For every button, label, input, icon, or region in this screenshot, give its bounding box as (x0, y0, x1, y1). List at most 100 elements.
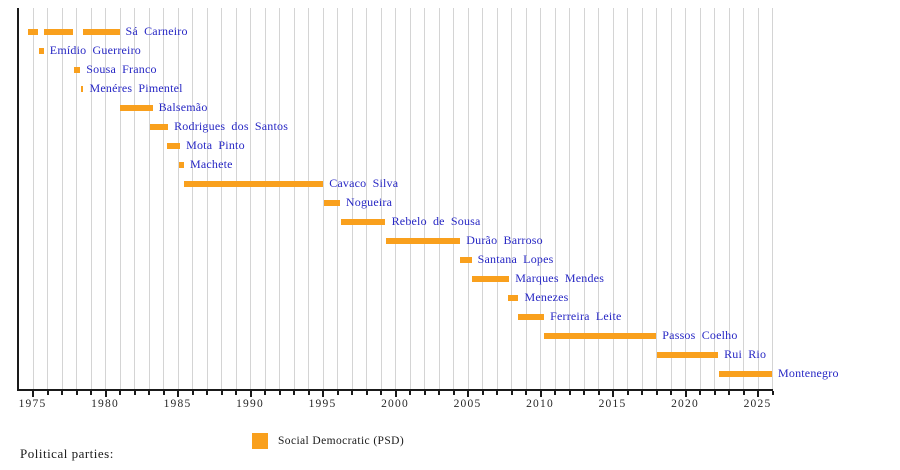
term-bar (44, 28, 74, 35)
minor-tick-2026 (771, 391, 774, 395)
minor-tick-1998 (365, 391, 368, 395)
major-tick-2005 (467, 391, 469, 397)
gridline-year-2019 (670, 8, 672, 389)
legend-heading: Political parties: (20, 446, 114, 461)
x-tick-label-1980: 1980 (91, 398, 119, 410)
x-tick-label-2015: 2015 (598, 398, 627, 410)
minor-tick-1991 (264, 391, 266, 395)
gridline-year-2012 (569, 8, 570, 389)
term-bar (340, 218, 386, 225)
gridline-year-2015 (612, 8, 614, 389)
minor-tick-1993 (293, 391, 295, 395)
gridline-year-2005 (467, 8, 469, 389)
x-tick-label-1975: 1975 (18, 398, 47, 410)
minor-tick-1989 (235, 391, 237, 395)
gridline-year-1977 (61, 8, 63, 389)
x-tick-label-2000: 2000 (381, 398, 409, 410)
term-bar (39, 47, 44, 54)
minor-tick-1983 (148, 391, 150, 395)
gridline-year-2024 (743, 8, 744, 389)
gridline-year-2021 (699, 8, 701, 389)
major-tick-2015 (612, 391, 614, 397)
minor-tick-2001 (409, 391, 411, 395)
term-bar (719, 370, 772, 377)
gridline-year-2013 (583, 8, 585, 389)
major-tick-2025 (757, 391, 759, 397)
minor-tick-2004 (452, 391, 455, 395)
term-bar (83, 28, 120, 35)
y-axis-line (17, 8, 19, 391)
term-bar (517, 313, 544, 320)
leader-label: Montenegro (778, 366, 839, 380)
minor-tick-1982 (133, 391, 136, 395)
legend-item-label: Social Democratic (PSD) (278, 435, 405, 447)
gridline-year-1980 (105, 8, 106, 389)
major-tick-1985 (177, 391, 179, 397)
leader-label: Menéres Pimentel (89, 81, 183, 95)
gridline-year-1983 (148, 8, 150, 389)
leader-label: Mota Pinto (186, 138, 245, 152)
gridline-year-1982 (134, 8, 135, 389)
minor-tick-2018 (655, 391, 658, 395)
x-tick-label-2020: 2020 (671, 398, 699, 410)
minor-tick-1999 (380, 391, 382, 395)
term-bar (28, 28, 39, 35)
minor-tick-2022 (713, 391, 716, 395)
gridline-year-2006 (482, 8, 483, 389)
gridline-year-1995 (322, 8, 324, 389)
minor-tick-2008 (510, 391, 513, 395)
gridline-year-2003 (438, 8, 440, 389)
x-axis-line (17, 389, 773, 391)
gridline-year-2022 (714, 8, 715, 389)
leader-label: Menezes (524, 290, 569, 304)
term-bar (323, 199, 340, 206)
leader-label: Emídio Guerreiro (49, 43, 141, 57)
gridline-year-1998 (366, 8, 367, 389)
gridline-year-1992 (279, 8, 280, 389)
minor-tick-2012 (568, 391, 571, 395)
gridline-year-2014 (598, 8, 599, 389)
gridline-year-1984 (163, 8, 164, 389)
minor-tick-1986 (191, 391, 194, 395)
leader-label: Durão Barroso (466, 233, 543, 247)
major-tick-1975 (32, 391, 34, 397)
x-tick-label-1995: 1995 (308, 398, 337, 410)
gridline-year-2007 (496, 8, 498, 389)
gridline-year-1997 (351, 8, 353, 389)
major-tick-2020 (684, 391, 687, 397)
minor-tick-1984 (162, 391, 165, 395)
minor-tick-1996 (336, 391, 339, 395)
gridline-year-1991 (264, 8, 266, 389)
minor-tick-2013 (583, 391, 585, 395)
term-bar (544, 332, 657, 339)
term-bar (80, 85, 84, 92)
gridline-year-2001 (409, 8, 411, 389)
gridline-year-2025 (757, 8, 759, 389)
gridline-year-1993 (293, 8, 295, 389)
leader-label: Rodrigues dos Santos (174, 119, 289, 133)
term-bar (149, 123, 168, 130)
leader-label: Rui Rio (724, 347, 767, 361)
major-tick-1980 (104, 391, 107, 397)
gridline-year-1996 (337, 8, 338, 389)
minor-tick-2002 (423, 391, 426, 395)
gridline-year-2008 (511, 8, 512, 389)
legend-item-psd: Social Democratic (PSD) (252, 433, 404, 449)
minor-tick-2019 (670, 391, 672, 395)
major-tick-1990 (249, 391, 252, 397)
minor-tick-2016 (626, 391, 629, 395)
gridline-year-1989 (235, 8, 237, 389)
term-bar (119, 104, 153, 111)
gridline-year-2020 (685, 8, 686, 389)
minor-tick-1978 (75, 391, 78, 395)
gridline-year-2016 (627, 8, 628, 389)
minor-tick-1981 (119, 391, 121, 395)
gridline-year-1979 (90, 8, 92, 389)
term-bar (166, 142, 181, 149)
major-tick-2010 (539, 391, 542, 397)
leader-label: Santana Lopes (477, 252, 554, 266)
gridline-year-1986 (192, 8, 193, 389)
x-tick-label-1985: 1985 (163, 398, 192, 410)
term-bar (471, 275, 510, 282)
x-tick-label-2025: 2025 (743, 398, 772, 410)
